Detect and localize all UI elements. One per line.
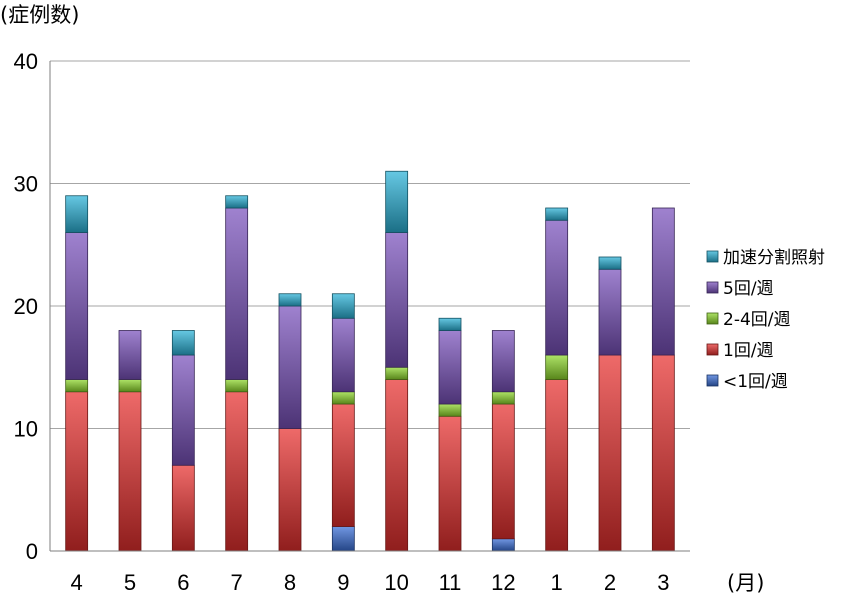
bar-segment — [118, 391, 142, 552]
legend-label: 5回/週 — [723, 279, 774, 299]
bar-segment — [65, 195, 89, 233]
bar-segment — [491, 538, 515, 552]
y-axis-title: (症例数) — [0, 3, 79, 27]
legend-swatch — [706, 312, 719, 325]
y-tick-label: 30 — [14, 172, 38, 197]
legend-label: 加速分割照射 — [723, 248, 825, 268]
bar-segment — [171, 354, 195, 466]
bar-segment — [651, 207, 675, 356]
bar-segment — [491, 403, 515, 540]
legend-swatch — [706, 343, 719, 356]
bar-segment — [331, 526, 355, 552]
legend-swatch — [706, 281, 719, 294]
bar-segment — [331, 293, 355, 319]
bar-segment — [545, 219, 569, 356]
legend-label: <1回/週 — [723, 372, 788, 392]
bar-segment — [491, 330, 515, 393]
bars — [65, 170, 675, 552]
bar-segment — [225, 379, 249, 393]
bar-segment — [331, 403, 355, 527]
gridlines — [50, 60, 690, 429]
bar-segment — [65, 379, 89, 393]
bar-segment — [118, 379, 142, 393]
y-tick-label: 10 — [14, 417, 38, 442]
axes — [49, 61, 690, 552]
x-tick-label: 10 — [384, 570, 408, 595]
legend-label: 2-4回/週 — [723, 310, 791, 330]
legend: 加速分割照射 5回/週 2-4回/週 1回/週 <1回/週 — [706, 248, 825, 392]
bar-segment — [438, 415, 462, 552]
y-tick-label: 40 — [14, 49, 38, 74]
bar-segment — [598, 354, 622, 552]
bar-segment — [278, 305, 302, 429]
x-tick-label: 1 — [551, 570, 563, 595]
bar-segment — [278, 293, 302, 307]
bar-segment — [545, 354, 569, 380]
bar-segment — [385, 366, 409, 380]
bar-segment — [438, 403, 462, 417]
bar-segment — [385, 232, 409, 368]
bar-segment — [171, 464, 195, 552]
bar-segment — [385, 379, 409, 552]
bar-segment — [171, 330, 195, 356]
bar-segment — [651, 354, 675, 552]
legend-swatch — [706, 374, 719, 387]
bar-segment — [331, 391, 355, 405]
y-tick-labels: 0 10 20 30 40 — [14, 49, 38, 564]
bar-segment — [598, 268, 622, 356]
legend-label: 1回/週 — [723, 341, 774, 361]
x-tick-label: 12 — [491, 570, 515, 595]
x-tick-label: 8 — [284, 570, 296, 595]
bar-segment — [438, 317, 462, 331]
bar-segment — [491, 391, 515, 405]
y-tick-label: 0 — [26, 539, 38, 564]
bar-segment — [545, 379, 569, 552]
x-tick-label: 4 — [71, 570, 83, 595]
x-tick-label: 11 — [439, 570, 462, 595]
bar-segment — [598, 256, 622, 270]
x-tick-label: 2 — [604, 570, 616, 595]
bar-segment — [331, 317, 355, 393]
bar-segment — [65, 232, 89, 380]
x-tick-labels: 4 5 6 7 8 9 10 11 12 1 2 3 — [71, 570, 670, 595]
x-axis-title: (月) — [727, 571, 764, 595]
x-tick-label: 6 — [177, 570, 189, 595]
x-tick-label: 3 — [657, 570, 669, 595]
y-tick-label: 20 — [14, 294, 38, 319]
bar-segment — [225, 195, 249, 209]
bar-segment — [385, 170, 409, 233]
bar-segment — [225, 207, 249, 380]
bar-segment — [278, 428, 302, 552]
legend-swatch — [706, 250, 719, 263]
x-tick-label: 9 — [337, 570, 349, 595]
bar-segment — [118, 330, 142, 380]
bar-segment — [225, 391, 249, 552]
bar-segment — [438, 330, 462, 405]
bar-segment — [65, 391, 89, 552]
x-tick-label: 7 — [231, 570, 243, 595]
bar-segment — [545, 207, 569, 221]
x-tick-label: 5 — [124, 570, 136, 595]
